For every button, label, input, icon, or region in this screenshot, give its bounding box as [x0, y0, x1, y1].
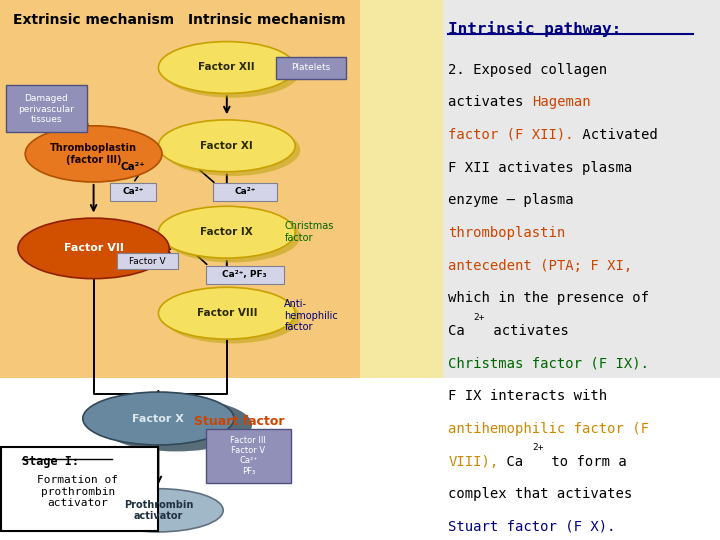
Text: F XII activates plasma: F XII activates plasma	[449, 160, 632, 174]
Ellipse shape	[83, 392, 234, 445]
Text: Christmas
factor: Christmas factor	[284, 221, 334, 243]
Text: factor (F XII).: factor (F XII).	[449, 128, 574, 142]
Text: Ca: Ca	[449, 324, 473, 338]
Text: Platelets: Platelets	[292, 63, 330, 72]
Text: Factor IX: Factor IX	[200, 227, 253, 237]
Text: Factor X: Factor X	[132, 414, 184, 423]
Ellipse shape	[158, 42, 295, 93]
Text: Factor V: Factor V	[130, 257, 166, 266]
Text: Hageman: Hageman	[532, 95, 590, 109]
Text: Activated: Activated	[574, 128, 657, 142]
Text: Extrinsic mechanism: Extrinsic mechanism	[13, 14, 174, 28]
Text: to form a: to form a	[544, 455, 627, 469]
Text: Ca²⁺: Ca²⁺	[234, 187, 256, 196]
Text: Factor VIII: Factor VIII	[197, 308, 257, 318]
FancyBboxPatch shape	[443, 0, 720, 378]
Text: Factor III
Factor V
Ca²⁺
PF₃: Factor III Factor V Ca²⁺ PF₃	[230, 436, 266, 476]
Ellipse shape	[94, 489, 223, 532]
Text: Thromboplastin
(factor III): Thromboplastin (factor III)	[50, 143, 137, 165]
FancyBboxPatch shape	[6, 85, 87, 132]
Ellipse shape	[163, 124, 300, 176]
Ellipse shape	[158, 206, 295, 258]
Text: Stuart factor: Stuart factor	[194, 415, 285, 428]
Text: Factor VII: Factor VII	[63, 244, 124, 253]
Text: 2+: 2+	[532, 443, 544, 452]
FancyBboxPatch shape	[206, 429, 291, 483]
Text: Prothrombin
activator: Prothrombin activator	[124, 500, 193, 521]
Ellipse shape	[163, 46, 300, 98]
Ellipse shape	[158, 120, 295, 172]
Text: Stuart factor (F X).: Stuart factor (F X).	[449, 520, 616, 534]
Text: Ca²⁺: Ca²⁺	[121, 163, 145, 172]
Text: 2+: 2+	[473, 313, 485, 321]
Text: antecedent (PTA; F XI,: antecedent (PTA; F XI,	[449, 259, 632, 273]
Ellipse shape	[101, 399, 252, 451]
Text: antihemophilic factor (F: antihemophilic factor (F	[449, 422, 649, 436]
Text: Factor XI: Factor XI	[200, 141, 253, 151]
FancyBboxPatch shape	[213, 183, 277, 201]
Text: Ca²⁺, PF₃: Ca²⁺, PF₃	[222, 270, 267, 279]
FancyBboxPatch shape	[360, 0, 443, 378]
FancyBboxPatch shape	[117, 253, 178, 269]
FancyBboxPatch shape	[0, 0, 360, 378]
Text: complex that activates: complex that activates	[449, 487, 632, 501]
FancyBboxPatch shape	[110, 183, 156, 201]
FancyBboxPatch shape	[0, 378, 720, 540]
Text: Damaged
perivascular
tissues: Damaged perivascular tissues	[18, 94, 74, 124]
FancyBboxPatch shape	[206, 266, 284, 284]
FancyBboxPatch shape	[1, 447, 158, 531]
Text: Christmas factor (F IX).: Christmas factor (F IX).	[449, 356, 649, 370]
Text: 2. Exposed collagen: 2. Exposed collagen	[449, 63, 608, 77]
Ellipse shape	[25, 126, 162, 182]
Text: Stage I:: Stage I:	[22, 455, 78, 468]
Text: which in the presence of: which in the presence of	[449, 291, 649, 305]
Ellipse shape	[158, 287, 295, 339]
Ellipse shape	[163, 292, 300, 343]
Text: Factor XII: Factor XII	[199, 63, 255, 72]
Text: Intrinsic mechanism: Intrinsic mechanism	[188, 14, 345, 28]
Text: activates: activates	[485, 324, 569, 338]
Text: F IX interacts with: F IX interacts with	[449, 389, 608, 403]
Text: VIII),: VIII),	[449, 455, 498, 469]
Text: Ca: Ca	[498, 455, 532, 469]
Ellipse shape	[163, 211, 300, 262]
Ellipse shape	[18, 218, 169, 279]
FancyBboxPatch shape	[276, 57, 346, 79]
Text: activates: activates	[449, 95, 532, 109]
Text: thromboplastin: thromboplastin	[449, 226, 565, 240]
Text: Formation of
prothrombin
activator: Formation of prothrombin activator	[37, 475, 118, 508]
Text: Anti-
hemophilic
factor: Anti- hemophilic factor	[284, 299, 338, 333]
Text: Intrinsic pathway:: Intrinsic pathway:	[449, 21, 621, 37]
Text: Ca²⁺: Ca²⁺	[122, 187, 144, 196]
Text: enzyme – plasma: enzyme – plasma	[449, 193, 574, 207]
